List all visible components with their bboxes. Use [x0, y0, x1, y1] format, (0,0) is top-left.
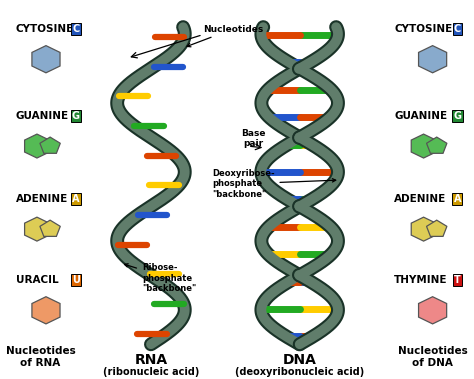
Text: Nucleotides: Nucleotides: [187, 25, 263, 47]
Text: C: C: [454, 24, 461, 34]
Polygon shape: [40, 137, 60, 153]
Text: GUANINE: GUANINE: [394, 111, 447, 121]
Polygon shape: [25, 134, 49, 158]
Polygon shape: [25, 217, 49, 241]
Polygon shape: [419, 45, 447, 73]
Text: RNA: RNA: [135, 353, 167, 367]
Polygon shape: [411, 217, 436, 241]
Text: (deoxyribonucleic acid): (deoxyribonucleic acid): [235, 367, 365, 377]
Polygon shape: [32, 297, 60, 324]
Polygon shape: [411, 134, 436, 158]
Text: C: C: [72, 24, 79, 34]
Text: CYTOSINE: CYTOSINE: [394, 24, 453, 34]
Polygon shape: [40, 220, 60, 236]
Text: URACIL: URACIL: [16, 275, 58, 285]
Text: CYTOSINE: CYTOSINE: [16, 24, 74, 34]
Polygon shape: [427, 220, 447, 236]
Text: G: G: [72, 111, 80, 121]
Text: ADENINE: ADENINE: [16, 194, 68, 204]
Text: THYMINE: THYMINE: [394, 275, 448, 285]
Text: Deoxyribose-
phosphate
"backbone": Deoxyribose- phosphate "backbone": [212, 169, 336, 199]
Text: DNA: DNA: [283, 353, 317, 367]
Text: Ribose-
phosphate
"backbone": Ribose- phosphate "backbone": [125, 263, 196, 293]
Text: ADENINE: ADENINE: [394, 194, 447, 204]
Text: (ribonucleic acid): (ribonucleic acid): [103, 367, 199, 377]
Text: A: A: [72, 194, 80, 204]
Text: T: T: [454, 275, 461, 285]
Text: Base
pair: Base pair: [241, 129, 265, 148]
Text: Nucleotides
of DNA: Nucleotides of DNA: [398, 346, 467, 368]
Text: G: G: [454, 111, 461, 121]
Polygon shape: [419, 297, 447, 324]
Text: A: A: [454, 194, 461, 204]
Polygon shape: [427, 137, 447, 153]
Text: U: U: [72, 275, 80, 285]
Polygon shape: [32, 45, 60, 73]
Text: Nucleotides
of RNA: Nucleotides of RNA: [6, 346, 75, 368]
Text: GUANINE: GUANINE: [16, 111, 69, 121]
